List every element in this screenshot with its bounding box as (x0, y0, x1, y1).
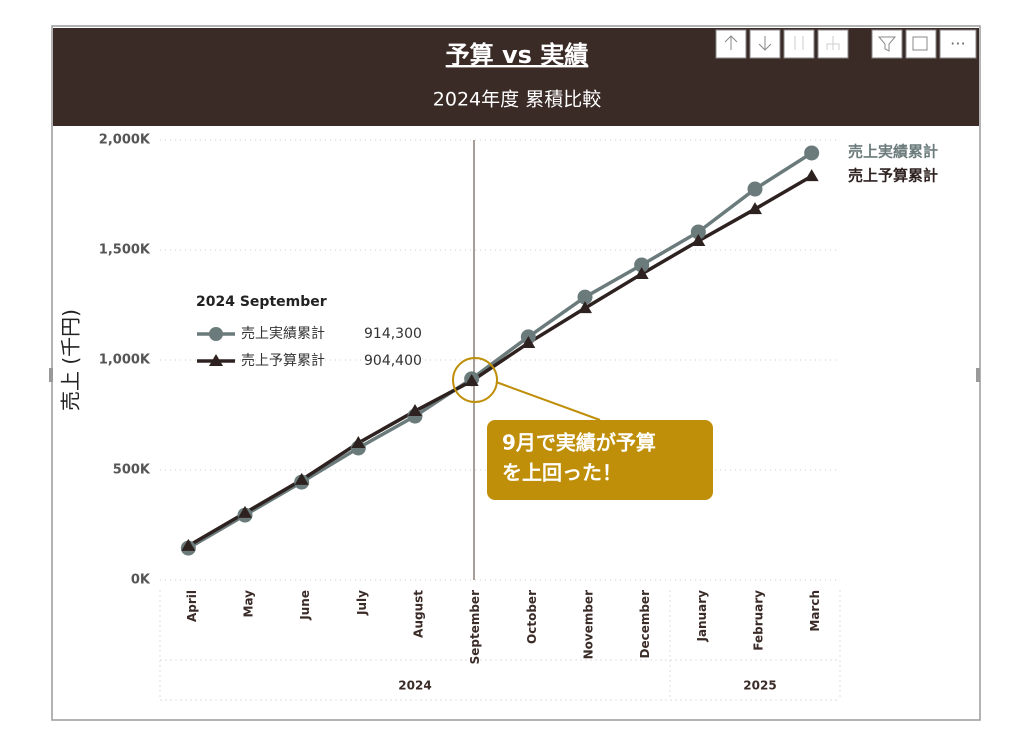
resize-handle[interactable] (976, 368, 980, 382)
tooltip-value: 914,300 (364, 326, 422, 342)
data-point (521, 336, 536, 349)
x-tick-label: May (242, 590, 256, 618)
data-point (804, 145, 820, 161)
data-point (294, 472, 309, 485)
icon: ⋯ (950, 34, 966, 53)
series-line (187, 174, 813, 548)
x-tick-label: August (412, 590, 426, 638)
data-point (804, 169, 819, 182)
data-point (634, 266, 649, 279)
icon (758, 36, 772, 51)
icon (826, 36, 840, 50)
next-level-button[interactable] (783, 29, 815, 59)
data-point (690, 224, 706, 240)
resize-handle[interactable] (49, 368, 53, 382)
tooltip: 2024 September 売上実績累計 914,300 売上予算累計 904… (196, 294, 422, 369)
x-tick-label: November (582, 590, 596, 659)
callout-text: 9月で実績が予算 (502, 431, 656, 455)
legend-label: 売上実績累計 (848, 143, 938, 161)
x-tick-label: January (695, 590, 709, 643)
data-point (634, 257, 650, 273)
data-point (691, 233, 706, 246)
x-tick-label: July (355, 590, 369, 616)
year-label: 2025 (743, 679, 776, 693)
icon (724, 35, 738, 50)
y-tick-label: 1,500K (99, 243, 151, 258)
tooltip-name: 売上実績累計 (241, 326, 325, 342)
callout-text: を上回った！ (502, 461, 622, 485)
x-tick-label: March (808, 590, 822, 632)
icon (794, 36, 804, 50)
icon (912, 36, 928, 51)
data-point (351, 435, 366, 448)
data-point (578, 301, 592, 314)
y-tick-label: 0K (131, 573, 151, 588)
visual-frame (51, 25, 981, 721)
y-tick-label: 2,000K (99, 133, 151, 148)
data-point (747, 181, 763, 197)
x-tick-label: April (185, 590, 199, 622)
chart-title: 予算 vs 実績 (446, 41, 589, 69)
x-tick-label: June (298, 590, 312, 621)
chart-subtitle: 2024年度 累積比較 (433, 89, 601, 111)
visual-toolbar[interactable]: ⋯ (715, 29, 977, 59)
y-tick-label: 500K (113, 463, 151, 478)
legend-marker (209, 354, 223, 366)
icon (877, 36, 897, 52)
data-point (408, 404, 422, 417)
callout-box (487, 420, 713, 500)
data-point (748, 202, 762, 215)
x-tick-label: September (468, 590, 482, 664)
y-tick-label: 1,000K (99, 353, 151, 368)
x-tick-label: October (525, 590, 539, 644)
tooltip-title: 2024 September (196, 294, 327, 310)
tooltip-name: 売上予算累計 (241, 353, 325, 369)
more-button[interactable] (939, 29, 977, 59)
expand-button[interactable] (817, 29, 849, 59)
highlight-circle (452, 357, 498, 403)
y-axis-title: 売上 (千円) (59, 309, 83, 411)
data-point (577, 289, 593, 305)
legend-marker (209, 327, 223, 341)
data-point (181, 538, 196, 551)
year-label: 2024 (398, 679, 431, 693)
data-point (464, 374, 479, 387)
filter-button[interactable] (871, 29, 903, 59)
data-point (238, 505, 252, 518)
tooltip-value: 904,400 (364, 353, 422, 369)
x-tick-label: December (638, 590, 652, 659)
callout-line (495, 381, 601, 421)
focus-button[interactable] (905, 29, 937, 59)
series-line (187, 151, 813, 550)
legend-label: 売上予算累計 (848, 167, 938, 185)
x-tick-label: February (752, 590, 766, 651)
